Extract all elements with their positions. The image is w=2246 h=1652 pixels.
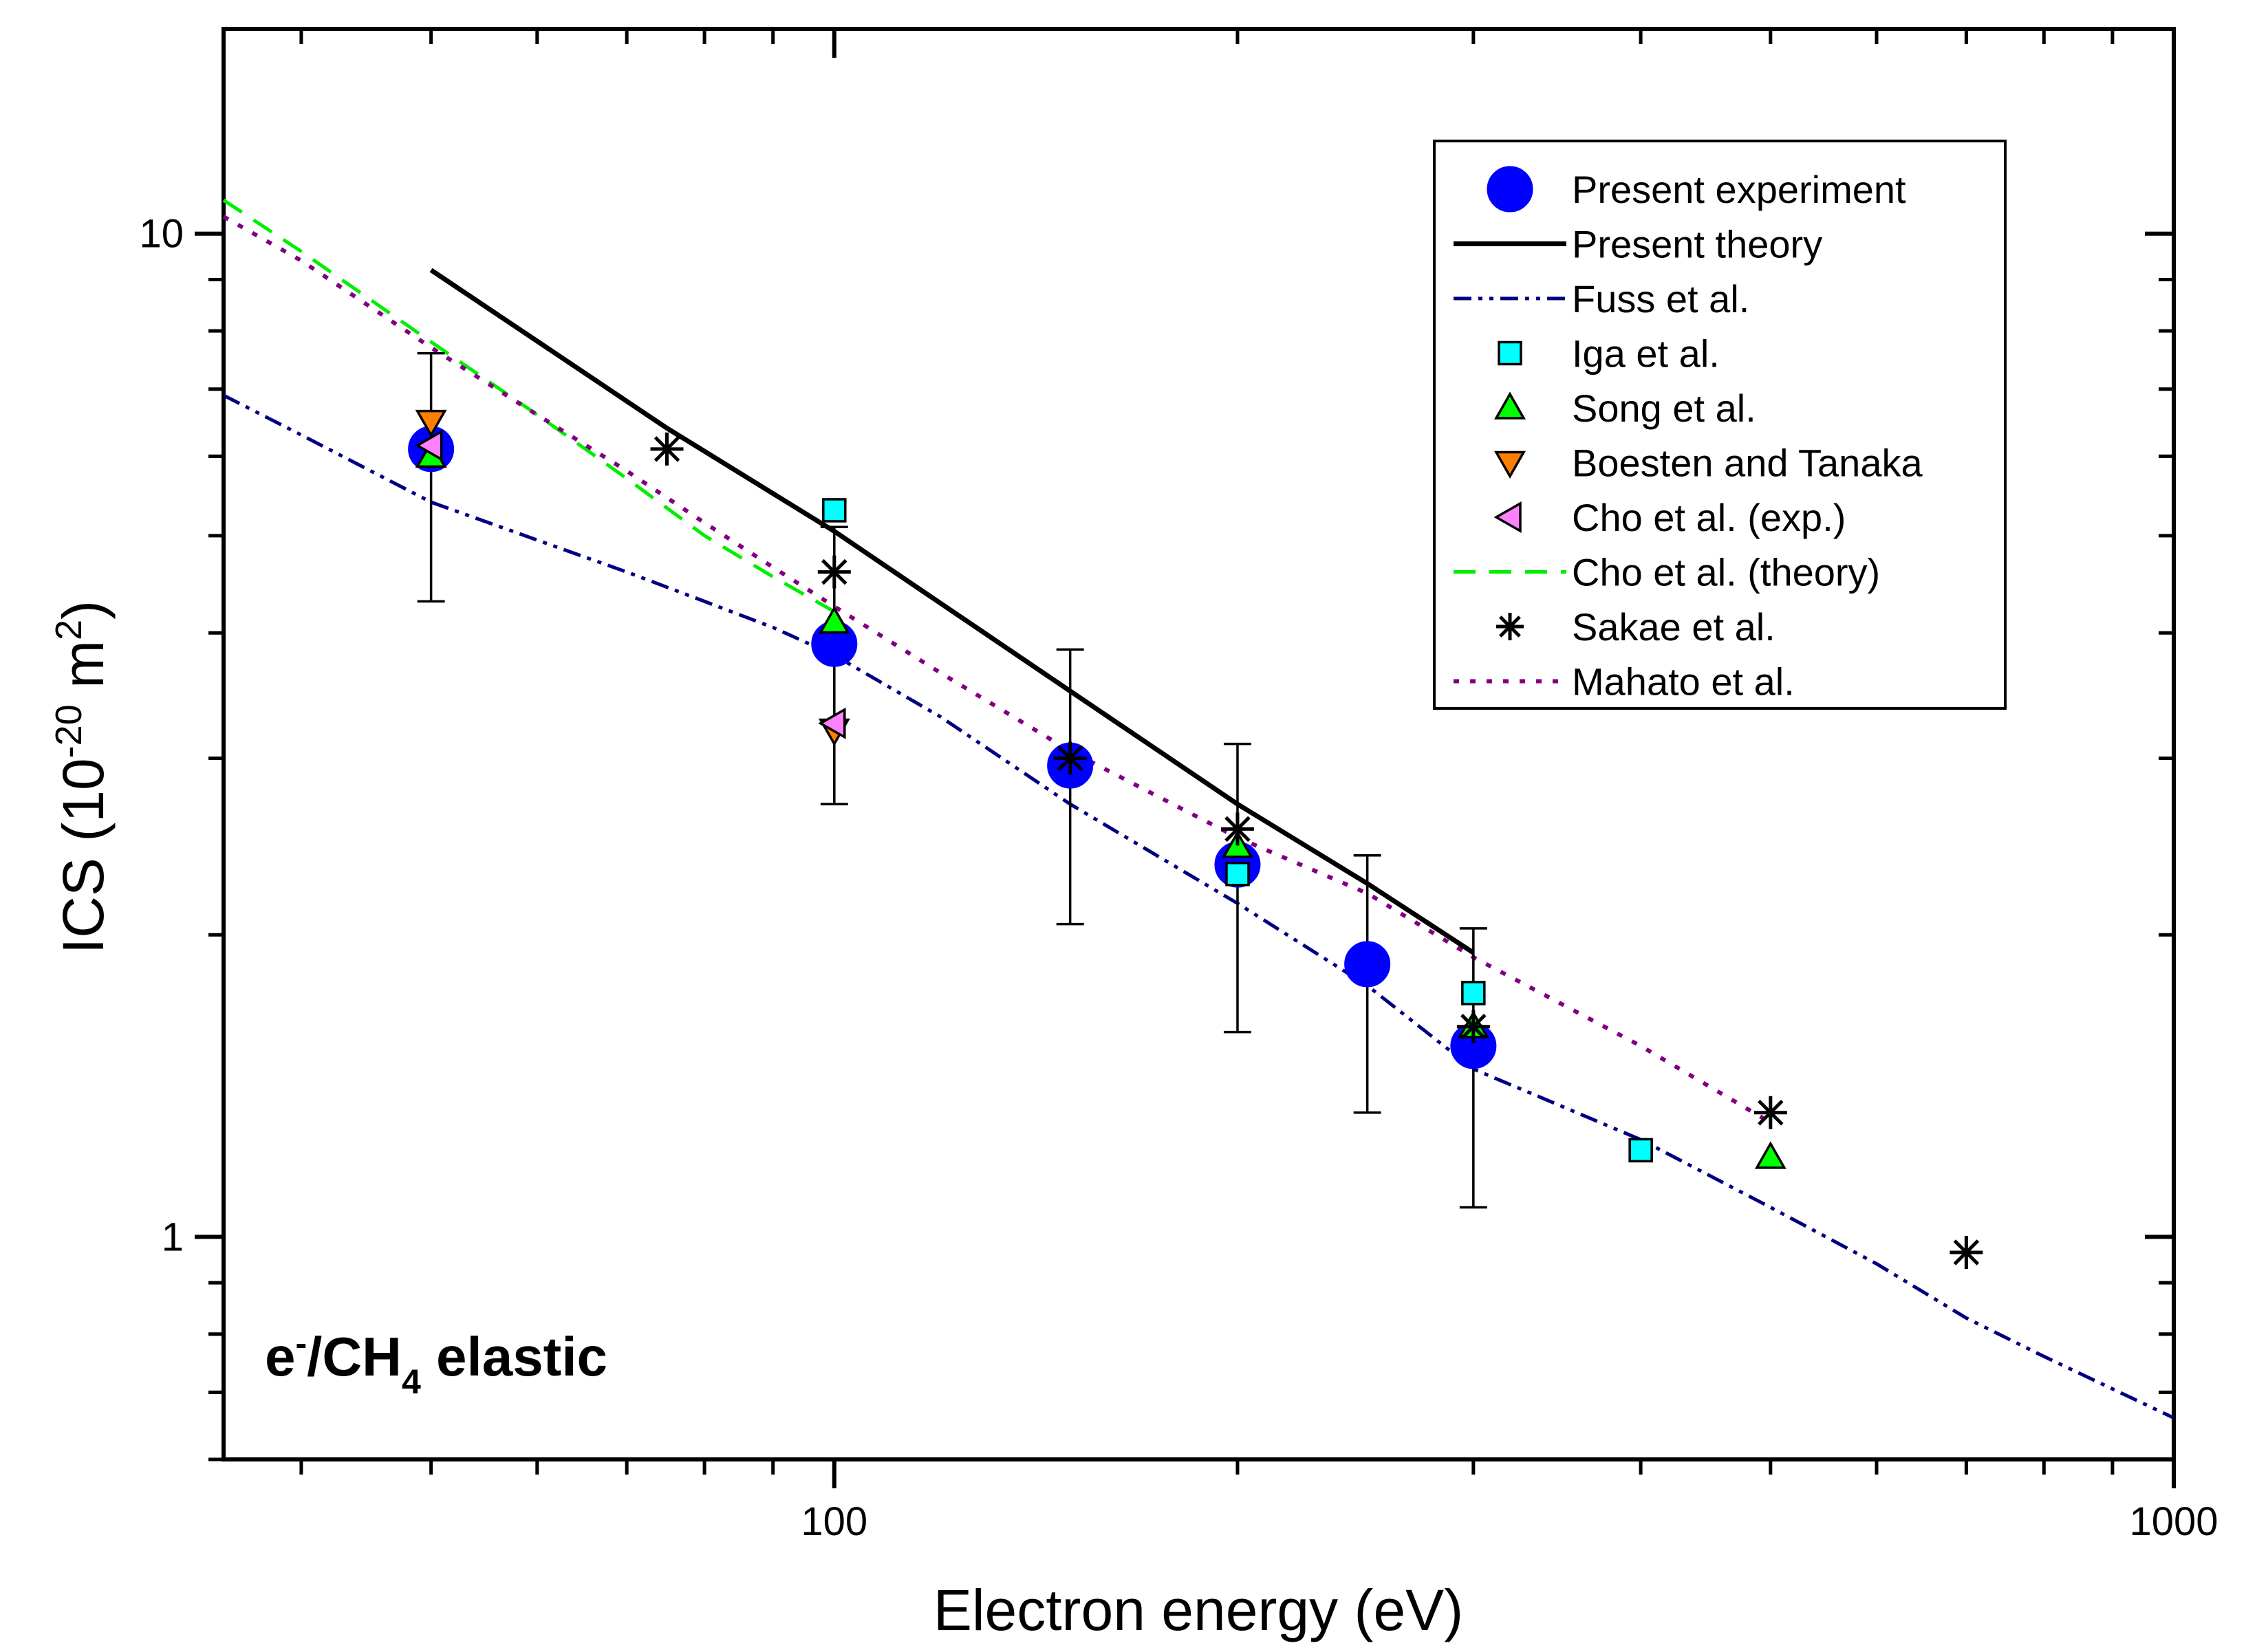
point-iga-et-al	[1628, 1138, 1653, 1163]
legend: Present experiment Present theory Fuss et …	[1433, 140, 2007, 710]
series-markers	[408, 409, 1983, 1269]
plot-annotation: e-/CH4 elastic	[265, 1324, 607, 1401]
plot-border	[222, 27, 2176, 1461]
point-sakae-et-al	[817, 555, 851, 589]
legend-marker	[1493, 501, 1522, 534]
y-tick-label: 1	[162, 1215, 184, 1259]
point-cho-et-al-exp	[415, 429, 443, 461]
x-axis-title: Electron energy (eV)	[933, 1578, 1463, 1642]
point-song-et-al	[818, 606, 850, 634]
legend-label: Cho et al. (exp.)	[1572, 496, 1846, 539]
point-boesten-and-tanaka	[415, 409, 447, 438]
legend-label: Cho et al. (theory)	[1572, 551, 1880, 594]
legend-marker	[1496, 613, 1524, 640]
plot-frame	[222, 27, 2176, 1461]
point-iga-et-al	[1225, 862, 1250, 887]
x-tick-label: 100	[801, 1499, 867, 1544]
legend-label: Mahato et al.	[1572, 660, 1795, 704]
legend-label: Boesten and Tanaka	[1572, 442, 1923, 485]
legend-marker	[1498, 340, 1522, 366]
legend-label: Fuss et al.	[1572, 277, 1749, 320]
point-sakae-et-al	[650, 432, 684, 466]
legend-label: Present theory	[1572, 223, 1822, 266]
error-bars	[417, 351, 1487, 1209]
legend-marker	[1493, 450, 1526, 479]
axis-ticks: 100 1000 1 10	[139, 29, 2218, 1544]
series-line-present-theory	[429, 268, 1475, 955]
point-song-et-al	[1754, 1141, 1786, 1169]
point-sakae-et-al	[1053, 741, 1087, 775]
y-tick-label: 10	[139, 212, 184, 257]
point-sakae-et-al	[1456, 1010, 1490, 1043]
point-cho-et-al-exp	[818, 707, 846, 739]
legend-box	[1433, 140, 2007, 710]
legend-marker	[1493, 391, 1526, 420]
legend-label: Sakae et al.	[1572, 605, 1775, 649]
legend-marker	[1487, 166, 1533, 213]
point-sakae-et-al	[1950, 1235, 1983, 1269]
y-axis-title: ICS (10-20 m2)	[48, 600, 116, 954]
series-line-cho-et-al-theory	[222, 198, 836, 613]
point-present-experiment	[1344, 941, 1391, 988]
point-iga-et-al	[1461, 981, 1486, 1006]
x-tick-label: 1000	[2129, 1499, 2218, 1544]
point-sakae-et-al	[1220, 812, 1254, 846]
legend-label: Present experiment	[1572, 168, 1906, 211]
legend-label: Song et al.	[1572, 387, 1756, 430]
legend-label: Iga et al.	[1572, 332, 1720, 376]
point-sakae-et-al	[1753, 1096, 1787, 1129]
point-iga-et-al	[822, 498, 847, 523]
